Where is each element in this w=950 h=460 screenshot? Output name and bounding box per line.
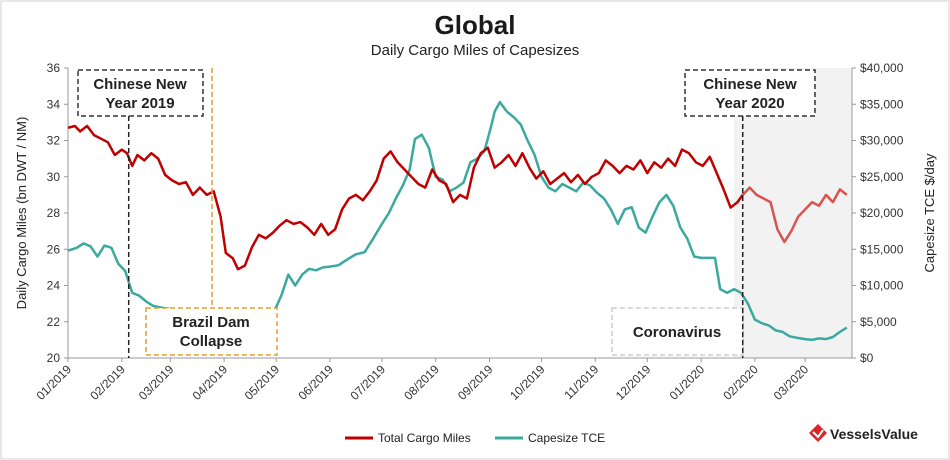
y2-tick-label: $10,000 xyxy=(860,279,904,293)
coronavirus-box xyxy=(611,307,744,356)
x-tick-label: 08/2019 xyxy=(401,362,442,403)
y2-tick-label: $25,000 xyxy=(860,170,904,184)
x-tick-label: 06/2019 xyxy=(295,362,336,403)
y-tick-label: 32 xyxy=(47,134,61,148)
cny-2020-box xyxy=(684,69,816,117)
x-tick-label: 02/2020 xyxy=(720,362,761,403)
y2-tick-label: $15,000 xyxy=(860,242,904,256)
y2-tick-label: $35,000 xyxy=(860,97,904,111)
cny-2019-label: Year 2019 xyxy=(105,95,174,112)
y-tick-label: 36 xyxy=(47,61,61,75)
y2-tick-label: $20,000 xyxy=(860,206,904,220)
y2-axis-title: Capesize TCE $/day xyxy=(922,153,937,272)
y-tick-label: 30 xyxy=(47,170,61,184)
chart-title: Global xyxy=(435,10,516,40)
y-tick-label: 22 xyxy=(47,315,61,329)
brazil-dam-box xyxy=(145,307,278,356)
brazil-dam-label: Collapse xyxy=(180,333,243,350)
legend-label-capesize-tce: Capesize TCE xyxy=(528,431,605,445)
x-tick-label: 03/2019 xyxy=(136,362,177,403)
y-axis-title: Daily Cargo Miles (bn DWT / NM) xyxy=(14,117,29,310)
x-tick-label: 09/2019 xyxy=(455,362,496,403)
cargo-miles-line-recent xyxy=(741,186,848,244)
y-tick-label: 34 xyxy=(47,97,61,111)
vesselsvalue-logo-icon xyxy=(809,424,827,442)
x-tick-label: 03/2020 xyxy=(771,362,812,403)
cny-2019-box xyxy=(77,69,204,117)
x-tick-label: 02/2019 xyxy=(87,362,128,403)
y2-tick-label: $40,000 xyxy=(860,61,904,75)
x-tick-label: 07/2019 xyxy=(347,362,388,403)
brand-logo: VesselsValue xyxy=(809,424,918,442)
vesselsvalue-logo-mark xyxy=(812,429,824,439)
coronavirus-label: Coronavirus xyxy=(633,324,721,341)
chart-subtitle: Daily Cargo Miles of Capesizes xyxy=(371,42,579,59)
cny-2019-label: Chinese New xyxy=(93,76,187,93)
y-tick-label: 26 xyxy=(47,242,61,256)
shaded-region xyxy=(734,68,852,358)
y-tick-label: 24 xyxy=(47,279,61,293)
cargo-miles-line xyxy=(67,124,744,271)
brand-name: VesselsValue xyxy=(830,426,918,442)
x-tick-label: 11/2019 xyxy=(561,362,601,402)
x-tick-label: 04/2019 xyxy=(190,362,231,403)
cny-2020-label: Year 2020 xyxy=(715,95,784,112)
y2-tick-label: $0 xyxy=(860,351,874,365)
x-tick-label: 12/2019 xyxy=(613,362,654,403)
legend-label-cargo-miles: Total Cargo Miles xyxy=(378,431,471,445)
brazil-dam-label: Brazil Dam xyxy=(172,314,250,331)
y-tick-label: 20 xyxy=(47,351,61,365)
cny-2020-label: Chinese New xyxy=(703,76,797,93)
x-tick-label: 01/2019 xyxy=(34,362,75,403)
y2-tick-label: $30,000 xyxy=(860,134,904,148)
capesize-tce-line xyxy=(67,100,848,342)
x-tick-label: 05/2019 xyxy=(242,362,283,403)
x-tick-label: 10/2019 xyxy=(507,362,548,403)
y-tick-label: 28 xyxy=(47,206,61,220)
x-tick-label: 01/2020 xyxy=(667,362,708,403)
y2-tick-label: $5,000 xyxy=(860,315,897,329)
